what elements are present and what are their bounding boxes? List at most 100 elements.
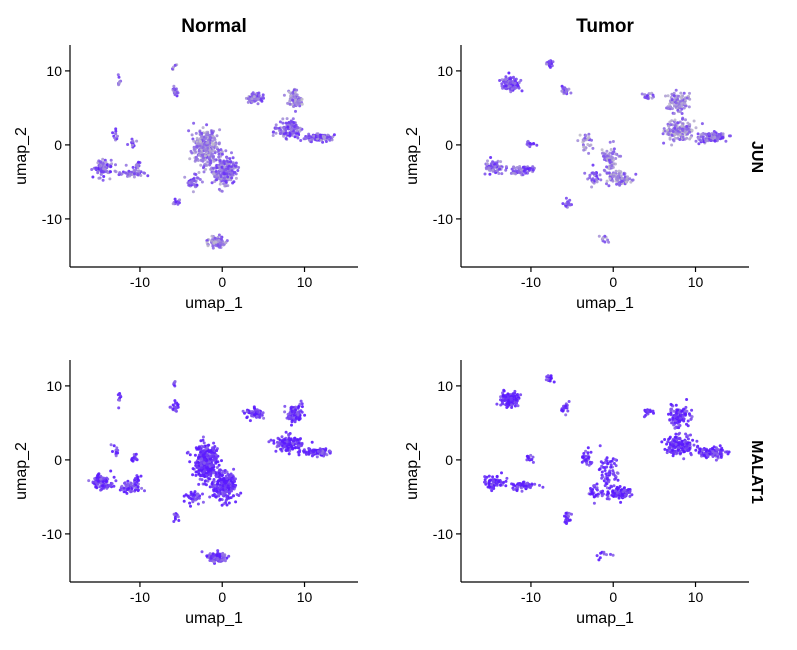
cell-point: [603, 469, 607, 472]
cell-point: [686, 424, 690, 428]
cell-point: [215, 554, 219, 557]
cell-point: [195, 144, 199, 148]
cell-point: [134, 452, 138, 456]
cell-point: [672, 112, 676, 115]
cell-point: [129, 483, 133, 487]
cell-point: [666, 440, 670, 444]
cell-point: [634, 172, 638, 176]
cell-point: [283, 445, 287, 448]
cell-point: [598, 444, 602, 448]
cell-point: [495, 474, 499, 478]
cell-point: [674, 432, 678, 436]
cell-point: [672, 139, 676, 143]
cell-point: [210, 463, 213, 467]
cell-point: [682, 457, 686, 461]
cell-point: [715, 137, 719, 141]
cell-point: [252, 95, 256, 99]
cell-point: [511, 80, 515, 84]
cell-point: [250, 97, 254, 101]
cell-point: [220, 152, 224, 156]
cell-point: [284, 121, 288, 125]
cell-point: [196, 176, 200, 180]
y-tick-label: 10: [46, 378, 62, 394]
cell-point: [607, 480, 611, 484]
cell-point: [684, 432, 688, 436]
cell-point: [190, 133, 194, 137]
cell-point: [143, 489, 146, 493]
y-tick-label: 10: [437, 63, 453, 79]
cell-point: [676, 415, 680, 419]
cell-point: [173, 380, 177, 383]
cell-point: [503, 398, 507, 402]
cell-point: [677, 432, 680, 436]
cell-point: [586, 451, 590, 455]
cell-point: [194, 157, 198, 161]
cell-point: [168, 405, 172, 409]
cell-point: [700, 139, 704, 143]
cell-point: [222, 491, 226, 495]
cell-point: [640, 92, 644, 96]
cell-point: [514, 172, 517, 176]
cell-point: [668, 136, 672, 140]
cell-point: [624, 180, 628, 184]
cell-point: [684, 439, 688, 443]
cell-point: [611, 472, 615, 476]
x-axis-title: umap_1: [576, 610, 634, 627]
cell-point: [689, 453, 693, 457]
cell-point: [597, 468, 601, 472]
cell-point: [670, 407, 674, 411]
cell-point: [563, 514, 566, 518]
cell-point: [173, 516, 177, 519]
cell-point: [609, 148, 613, 151]
cell-point: [528, 486, 532, 490]
points-malat1-normal: [87, 380, 332, 565]
cell-point: [512, 75, 515, 79]
cell-point: [278, 120, 282, 124]
cell-point: [297, 417, 301, 421]
cell-point: [580, 460, 584, 464]
cell-point: [582, 139, 586, 143]
cell-point: [250, 100, 254, 104]
cell-point: [564, 87, 568, 91]
cell-point: [615, 178, 619, 182]
cell-point: [256, 97, 260, 101]
cell-point: [98, 485, 102, 489]
cell-point: [215, 166, 219, 170]
cell-point: [511, 399, 515, 403]
cell-point: [117, 83, 121, 87]
cell-point: [682, 417, 686, 421]
cell-point: [293, 436, 297, 440]
cell-point: [521, 165, 525, 169]
cell-point: [109, 170, 112, 174]
cell-point: [118, 171, 122, 175]
cell-point: [626, 175, 630, 179]
x-axis-title: umap_1: [185, 610, 243, 627]
cell-point: [125, 491, 129, 495]
cell-point: [130, 489, 134, 493]
cell-point: [202, 139, 206, 143]
cell-point: [220, 459, 223, 463]
cell-point: [297, 453, 301, 457]
cell-point: [206, 146, 210, 150]
cell-point: [194, 470, 198, 474]
cell-point: [224, 474, 228, 478]
cell-point: [687, 105, 691, 109]
cell-point: [548, 60, 552, 64]
cell-point: [288, 133, 292, 137]
cell-point: [134, 163, 138, 167]
cell-point: [283, 438, 287, 442]
cell-point: [617, 172, 621, 176]
cell-point: [570, 512, 573, 516]
cell-point: [261, 411, 265, 415]
cell-point: [131, 165, 135, 169]
cell-point: [114, 479, 118, 483]
cell-point: [272, 439, 276, 443]
cell-point: [683, 102, 687, 106]
x-tick-label: 10: [688, 589, 704, 605]
cell-point: [679, 413, 682, 417]
cell-point: [205, 466, 209, 470]
cell-point: [609, 463, 613, 467]
cell-point: [607, 184, 611, 188]
cell-point: [219, 161, 223, 165]
cell-point: [605, 497, 609, 501]
